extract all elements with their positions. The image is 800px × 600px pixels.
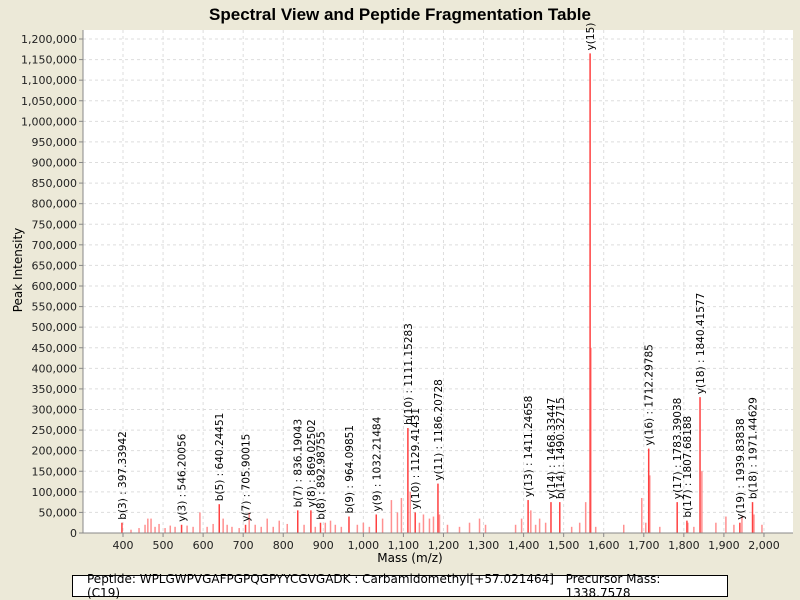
peak-annotation: y(9) : 1032.21484 <box>371 416 383 511</box>
peak-annotation: y(10) : 1129.41431 <box>410 408 422 509</box>
y-tick-label: 1,000,000 <box>21 115 77 128</box>
x-tick-label: 500 <box>153 539 174 552</box>
peak-annotation: b(8) : 892.98755 <box>315 431 327 520</box>
y-tick-label: 500,000 <box>32 321 78 334</box>
x-tick-label: 1,400 <box>508 539 540 552</box>
y-tick-label: 700,000 <box>32 239 78 252</box>
y-tick-label: 200,000 <box>32 445 78 458</box>
peak-annotation: b(10) : 1111.15283 <box>403 323 415 425</box>
y-tick-label: 50,000 <box>39 506 78 519</box>
peak-annotation: y(7) : 705.90015 <box>241 434 253 522</box>
precursor-mass: Precursor Mass: 1338.7578 <box>565 572 661 600</box>
x-tick-label: 800 <box>273 539 294 552</box>
peak-annotation: b(7) : 836.19043 <box>293 419 305 508</box>
peak-annotation: b(9) : 964.09851 <box>344 425 356 514</box>
y-tick-label: 0 <box>70 527 77 540</box>
x-tick-label: 1,800 <box>668 539 700 552</box>
y-tick-label: 1,100,000 <box>21 74 77 87</box>
y-tick-label: 1,200,000 <box>21 33 77 46</box>
chart-title: Spectral View and Peptide Fragmentation … <box>209 5 591 24</box>
peak-annotation: y(16) : 1712.29785 <box>644 344 656 445</box>
peak-annotation: y(18) : 1840.41577 <box>695 293 707 394</box>
x-tick-label: 1,200 <box>428 539 460 552</box>
peak-annotation: y(13) : 1411.24658 <box>523 396 535 497</box>
y-tick-label: 800,000 <box>32 198 78 211</box>
x-tick-label: 1,100 <box>388 539 420 552</box>
x-tick-label: 700 <box>233 539 254 552</box>
y-tick-label: 1,150,000 <box>21 54 77 67</box>
peak-annotation: y(11) : 1186.20728 <box>433 379 445 480</box>
x-tick-label: 2,000 <box>748 539 780 552</box>
y-tick-label: 950,000 <box>32 136 78 149</box>
peak-annotation: y(14) : 1468.33447 <box>546 398 558 499</box>
x-tick-label: 1,500 <box>548 539 580 552</box>
y-tick-label: 100,000 <box>32 486 78 499</box>
x-tick-label: 1,700 <box>628 539 660 552</box>
x-axis-label: Mass (m/z) <box>377 551 442 565</box>
peptide-sequence: Peptide: WPLGWPVGAFPGPQGPYYCGVGADK : Car… <box>87 572 554 600</box>
y-tick-label: 900,000 <box>32 157 78 170</box>
x-tick-label: 1,600 <box>588 539 620 552</box>
peak-annotation: b(17) : 1807.68188 <box>682 416 694 518</box>
y-tick-label: 150,000 <box>32 465 78 478</box>
y-axis-label: Peak Intensity <box>11 228 25 313</box>
x-tick-label: 900 <box>313 539 334 552</box>
y-tick-label: 600,000 <box>32 280 78 293</box>
y-tick-label: 850,000 <box>32 177 78 190</box>
y-tick-label: 1,050,000 <box>21 95 77 108</box>
y-tick-label: 300,000 <box>32 404 78 417</box>
peak-annotation: b(14) : 1490.32715 <box>555 397 567 499</box>
y-tick-label: 550,000 <box>32 301 78 314</box>
peptide-info-box: Peptide: WPLGWPVGAFPGPQGPYYCGVGADK : Car… <box>72 572 728 600</box>
y-tick-label: 750,000 <box>32 218 78 231</box>
peak-annotation: y(15) <box>585 23 597 51</box>
peak-annotation: b(3) : 397.33942 <box>117 431 129 520</box>
x-tick-label: 400 <box>113 539 134 552</box>
peak-annotation: y(3) : 546.20056 <box>177 433 189 521</box>
x-tick-label: 1,000 <box>348 539 380 552</box>
peak-annotation: b(5) : 640.24451 <box>214 413 226 502</box>
y-tick-label: 350,000 <box>32 383 78 396</box>
y-tick-label: 400,000 <box>32 362 78 375</box>
y-tick-label: 650,000 <box>32 259 78 272</box>
x-tick-label: 1,900 <box>708 539 740 552</box>
y-tick-label: 450,000 <box>32 342 78 355</box>
peak-annotation: y(8) : 869.02502 <box>306 419 318 507</box>
y-tick-label: 250,000 <box>32 424 78 437</box>
plot-area <box>83 30 793 533</box>
x-tick-label: 1,300 <box>468 539 500 552</box>
peak-annotation: y(17) : 1783.39038 <box>672 398 684 499</box>
x-tick-label: 600 <box>193 539 214 552</box>
peak-annotation: y(19) : 1939.83838 <box>735 418 747 519</box>
peak-annotation: b(18) : 1971.44629 <box>748 397 760 499</box>
